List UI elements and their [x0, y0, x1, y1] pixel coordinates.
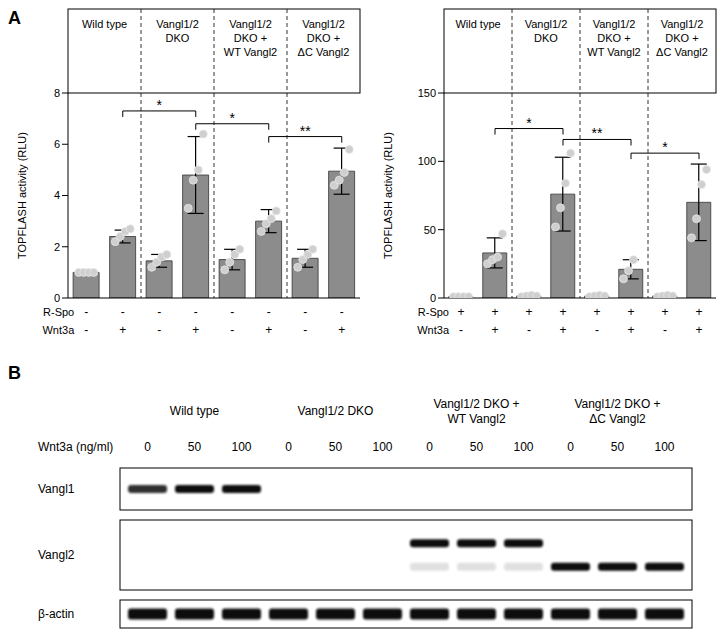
svg-text:**: ** — [592, 125, 603, 141]
svg-text:0: 0 — [567, 440, 574, 454]
svg-text:100: 100 — [418, 155, 436, 167]
svg-text:-: - — [121, 305, 125, 319]
svg-text:Wnt3a (ng/ml): Wnt3a (ng/ml) — [38, 440, 113, 454]
svg-text:B: B — [8, 363, 21, 383]
svg-text:4: 4 — [54, 189, 60, 201]
svg-text:Wild type: Wild type — [170, 404, 220, 418]
svg-text:100: 100 — [372, 440, 392, 454]
svg-text:*: * — [526, 115, 532, 131]
svg-text:150: 150 — [418, 87, 436, 99]
svg-text:-: - — [459, 323, 463, 337]
svg-text:-: - — [527, 323, 531, 337]
svg-text:TOPFLASH activity (RLU): TOPFLASH activity (RLU) — [382, 132, 394, 259]
svg-text:Vangl2: Vangl2 — [38, 548, 75, 562]
svg-text:Vangl1: Vangl1 — [38, 482, 75, 496]
svg-text:Vangl1/2DKO +ΔC Vangl2: Vangl1/2DKO +ΔC Vangl2 — [656, 18, 708, 58]
svg-text:50: 50 — [424, 224, 436, 236]
svg-text:+: + — [192, 323, 199, 337]
svg-text:β-actin: β-actin — [38, 607, 74, 621]
svg-text:100: 100 — [513, 440, 533, 454]
svg-text:Vangl1/2 DKO +WT Vangl2: Vangl1/2 DKO +WT Vangl2 — [433, 397, 519, 426]
svg-text:100: 100 — [654, 440, 674, 454]
svg-text:+: + — [593, 305, 600, 319]
svg-text:-: - — [84, 323, 88, 337]
svg-text:Wild type: Wild type — [455, 18, 500, 30]
svg-text:Vangl1/2DKO +ΔC Vangl2: Vangl1/2DKO +ΔC Vangl2 — [298, 18, 350, 58]
svg-text:+: + — [457, 305, 464, 319]
svg-text:-: - — [595, 323, 599, 337]
svg-text:+: + — [627, 323, 634, 337]
svg-text:Wild type: Wild type — [82, 18, 127, 30]
svg-text:-: - — [194, 305, 198, 319]
svg-text:6: 6 — [54, 138, 60, 150]
svg-text:+: + — [559, 323, 566, 337]
svg-text:50: 50 — [188, 440, 202, 454]
svg-text:Vangl1/2 DKO: Vangl1/2 DKO — [298, 404, 374, 418]
html-text:A: A — [8, 8, 21, 28]
svg-text:-: - — [663, 323, 667, 337]
svg-text:+: + — [265, 323, 272, 337]
svg-text:-: - — [303, 305, 307, 319]
svg-text:8: 8 — [54, 87, 60, 99]
svg-text:-: - — [157, 323, 161, 337]
svg-text:+: + — [559, 305, 566, 319]
svg-text:+: + — [695, 305, 702, 319]
svg-text:+: + — [119, 323, 126, 337]
svg-text:100: 100 — [231, 440, 251, 454]
svg-text:R-Spo: R-Spo — [43, 306, 74, 318]
svg-text:+: + — [338, 323, 345, 337]
svg-text:-: - — [230, 323, 234, 337]
svg-text:+: + — [491, 323, 498, 337]
svg-text:Vangl1/2DKO: Vangl1/2DKO — [525, 18, 568, 44]
svg-text:+: + — [661, 305, 668, 319]
svg-text:Vangl1/2 DKO +ΔC Vangl2: Vangl1/2 DKO +ΔC Vangl2 — [574, 397, 660, 426]
svg-text:0: 0 — [54, 292, 60, 304]
svg-text:Vangl1/2DKO: Vangl1/2DKO — [156, 18, 199, 44]
svg-text:*: * — [230, 110, 236, 126]
svg-text:0: 0 — [285, 440, 292, 454]
svg-text:+: + — [491, 305, 498, 319]
svg-text:0: 0 — [426, 440, 433, 454]
svg-text:-: - — [157, 305, 161, 319]
svg-text:-: - — [303, 323, 307, 337]
svg-text:TOPFLASH activity (RLU): TOPFLASH activity (RLU) — [16, 132, 28, 259]
svg-text:0: 0 — [430, 292, 436, 304]
svg-text:-: - — [230, 305, 234, 319]
svg-text:-: - — [84, 305, 88, 319]
svg-text:-: - — [267, 305, 271, 319]
svg-text:50: 50 — [329, 440, 343, 454]
svg-text:*: * — [662, 139, 668, 155]
svg-text:50: 50 — [611, 440, 625, 454]
svg-text:Vangl1/2DKO +WT Vangl2: Vangl1/2DKO +WT Vangl2 — [587, 18, 640, 58]
svg-text:+: + — [627, 305, 634, 319]
svg-text:+: + — [695, 323, 702, 337]
svg-text:Vangl1/2DKO +WT Vangl2: Vangl1/2DKO +WT Vangl2 — [224, 18, 277, 58]
svg-text:-: - — [340, 305, 344, 319]
svg-text:+: + — [525, 305, 532, 319]
svg-text:Wnt3a: Wnt3a — [42, 324, 75, 336]
svg-text:2: 2 — [54, 241, 60, 253]
svg-text:R-Spo: R-Spo — [418, 306, 449, 318]
svg-text:0: 0 — [144, 440, 151, 454]
svg-text:*: * — [157, 97, 163, 113]
svg-text:Wnt3a: Wnt3a — [417, 324, 450, 336]
svg-text:50: 50 — [470, 440, 484, 454]
svg-text:**: ** — [300, 123, 311, 139]
